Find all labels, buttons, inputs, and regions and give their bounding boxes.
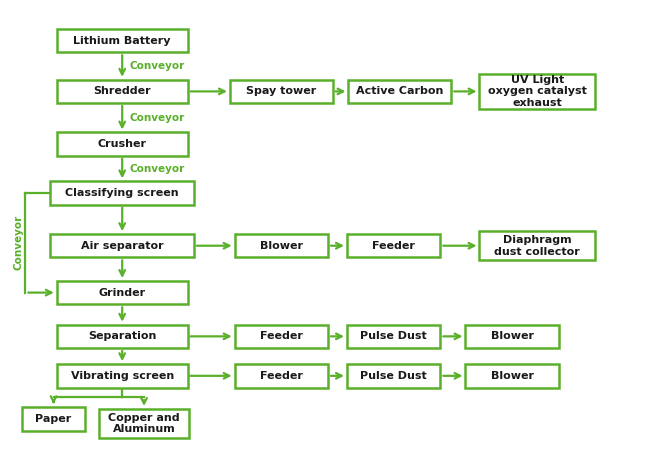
Text: Grinder: Grinder	[99, 288, 146, 298]
Text: Air separator: Air separator	[81, 241, 164, 251]
Bar	[51, 181, 194, 205]
Text: Feeder: Feeder	[372, 241, 415, 251]
Bar	[465, 325, 559, 348]
Bar	[51, 234, 194, 257]
Bar	[347, 364, 441, 388]
Bar	[235, 325, 328, 348]
Bar	[347, 325, 441, 348]
Text: Pulse Dust: Pulse Dust	[360, 331, 427, 341]
Bar	[57, 29, 188, 52]
Bar	[57, 80, 188, 103]
Bar	[230, 80, 333, 103]
Text: Blower: Blower	[491, 331, 534, 341]
Bar	[57, 325, 188, 348]
Text: Feeder: Feeder	[260, 371, 303, 381]
Bar	[57, 364, 188, 388]
Text: Active Carbon: Active Carbon	[356, 87, 443, 96]
Text: Shredder: Shredder	[94, 87, 151, 96]
Text: Diaphragm
dust collector: Diaphragm dust collector	[494, 235, 580, 256]
Bar	[348, 80, 451, 103]
Text: Conveyor: Conveyor	[130, 61, 185, 71]
Bar	[22, 407, 84, 431]
Bar	[99, 409, 189, 438]
Text: Blower: Blower	[260, 241, 303, 251]
Text: Conveyor: Conveyor	[130, 163, 185, 174]
Text: Separation: Separation	[88, 331, 157, 341]
Bar	[347, 234, 441, 257]
Text: Conveyor: Conveyor	[14, 215, 23, 271]
Text: Lithium Battery: Lithium Battery	[73, 36, 171, 45]
Text: Classifying screen: Classifying screen	[66, 188, 179, 198]
Bar	[57, 132, 188, 156]
Bar	[235, 234, 328, 257]
Text: Pulse Dust: Pulse Dust	[360, 371, 427, 381]
Bar	[480, 231, 595, 260]
Text: Crusher: Crusher	[98, 139, 147, 149]
Text: Feeder: Feeder	[260, 331, 303, 341]
Text: UV Light
oxygen catalyst
exhaust: UV Light oxygen catalyst exhaust	[488, 75, 586, 108]
Text: Conveyor: Conveyor	[130, 113, 185, 123]
Bar	[235, 364, 328, 388]
Text: Spay tower: Spay tower	[246, 87, 317, 96]
Bar	[57, 281, 188, 304]
Bar	[465, 364, 559, 388]
Bar	[480, 74, 595, 109]
Text: Blower: Blower	[491, 371, 534, 381]
Text: Paper: Paper	[36, 414, 72, 424]
Text: Vibrating screen: Vibrating screen	[71, 371, 174, 381]
Text: Copper and
Aluminum: Copper and Aluminum	[109, 413, 180, 434]
